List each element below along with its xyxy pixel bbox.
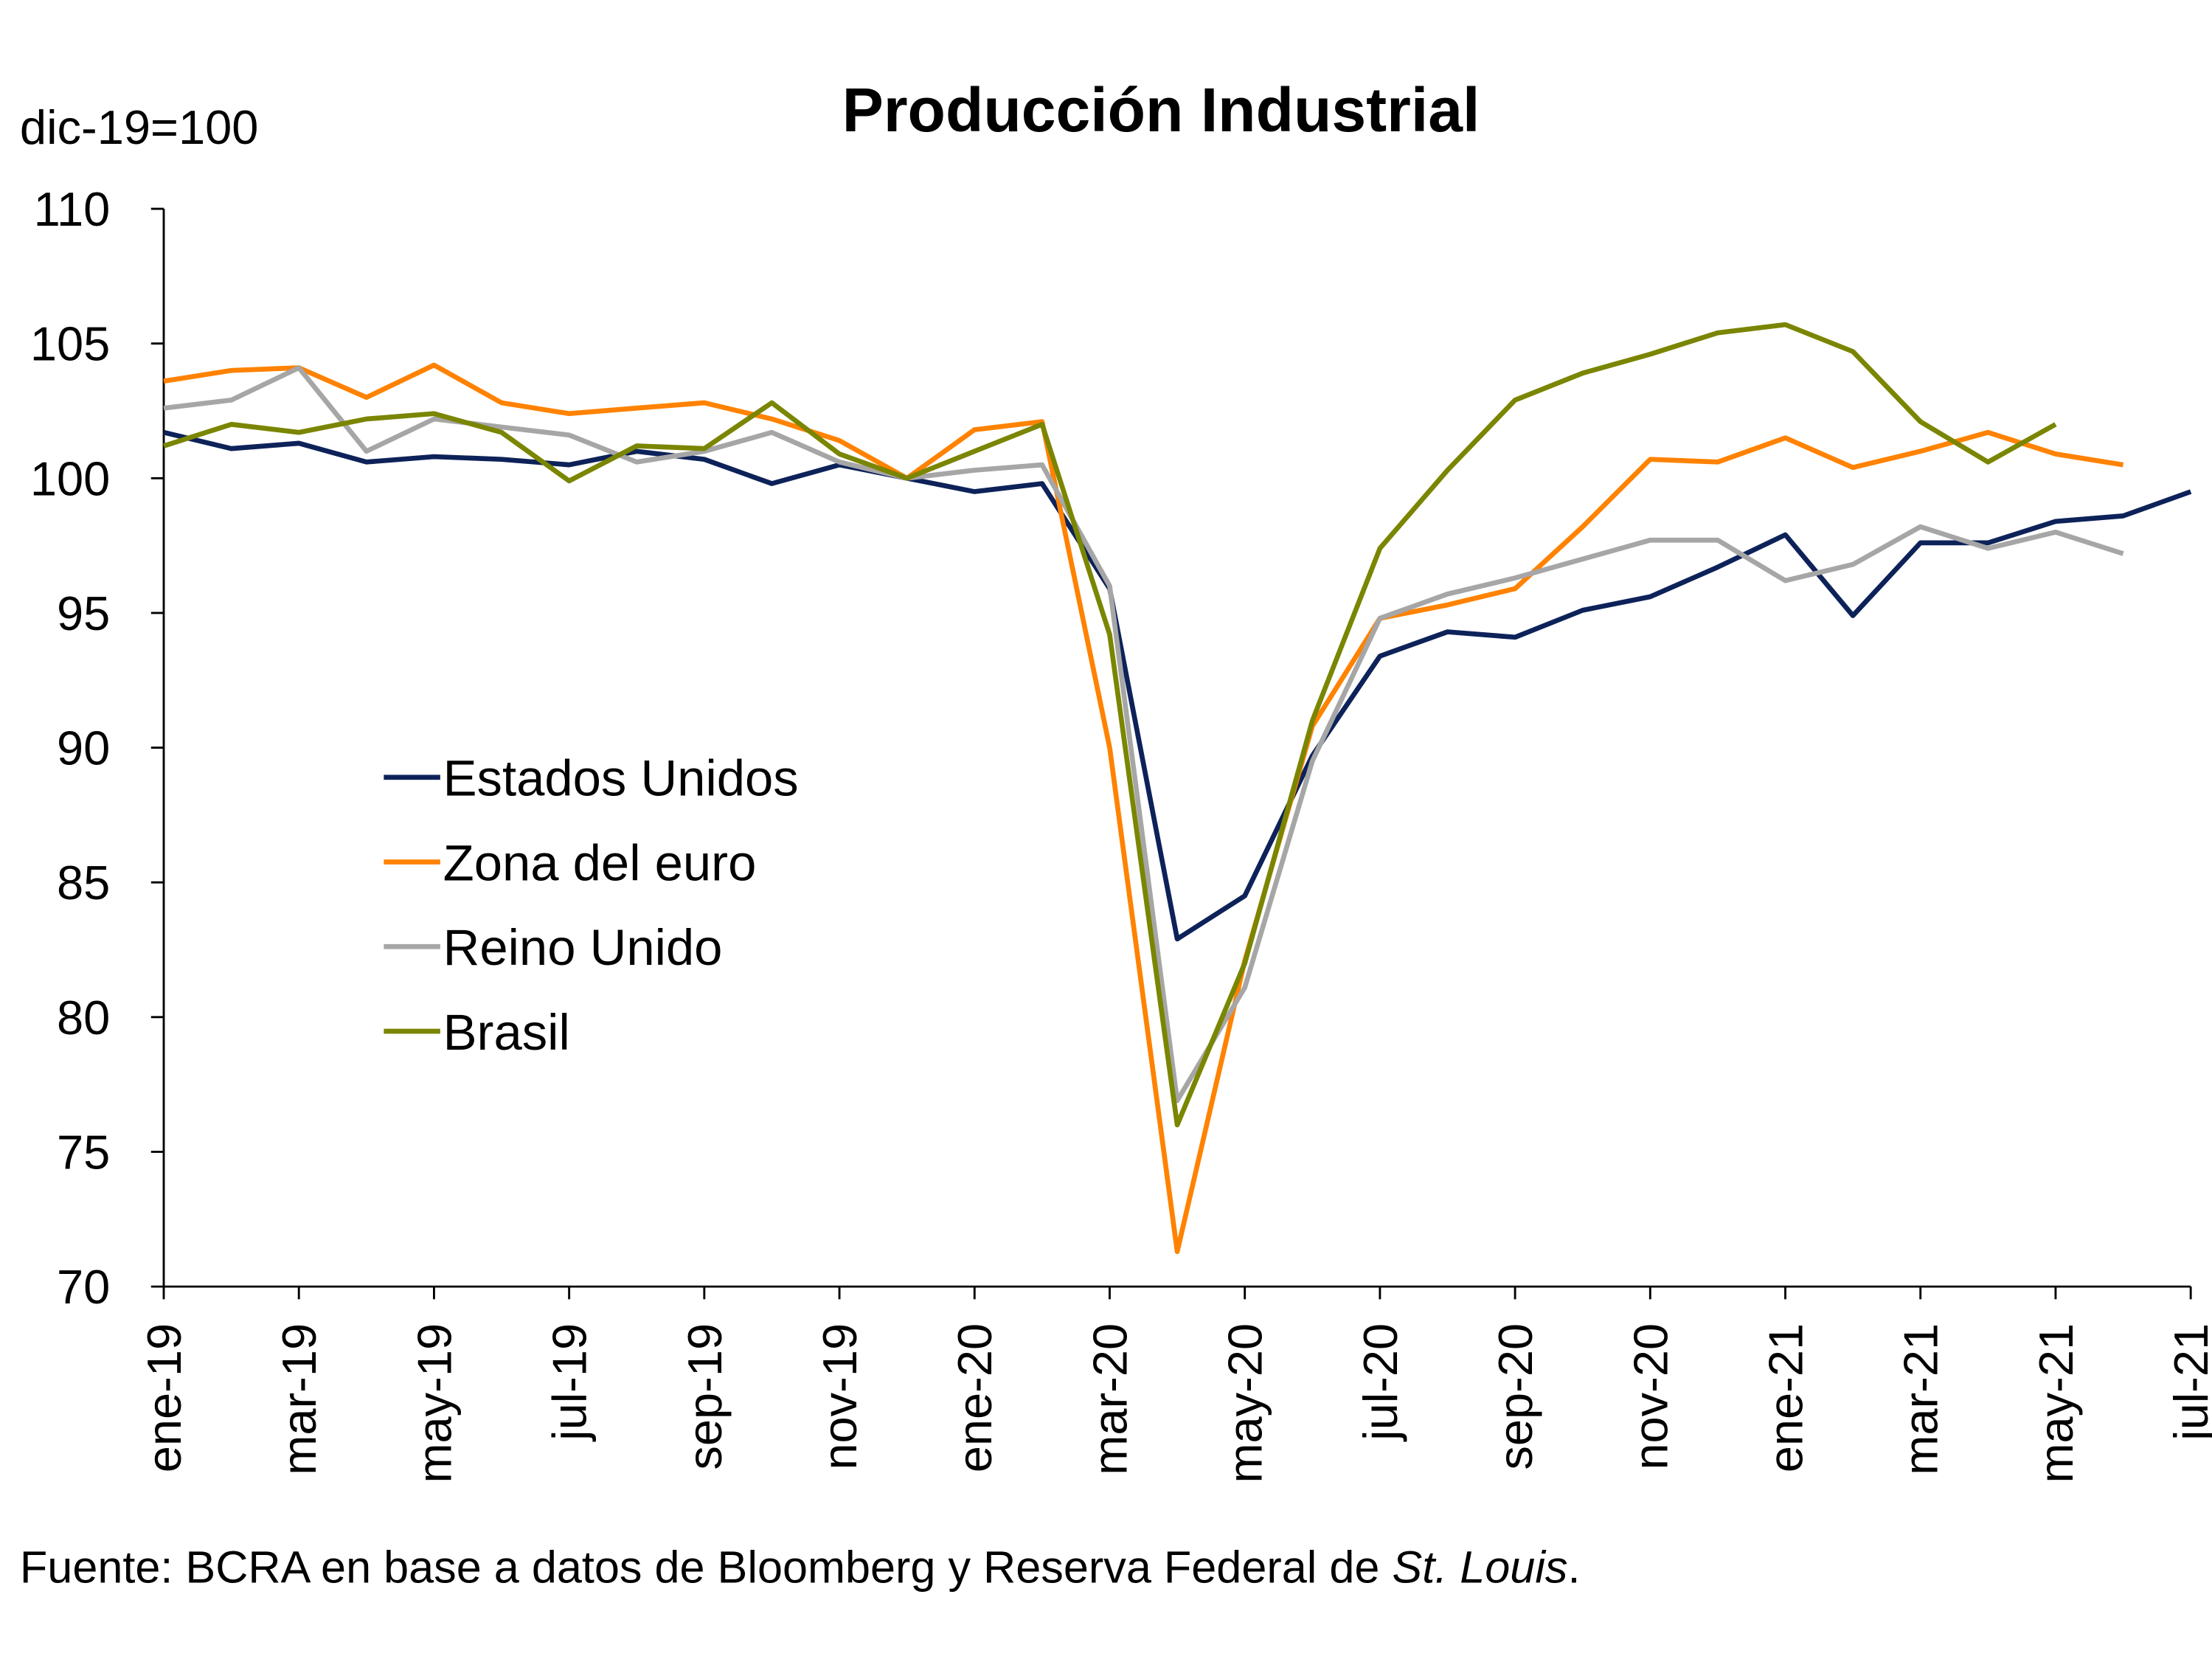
y-axis-label: dic-19=100: [20, 100, 259, 154]
x-tick-label: jul-20: [1353, 1323, 1407, 1442]
source-italic: St. Louis: [1392, 1542, 1567, 1593]
series-lines: [162, 322, 2192, 1255]
x-tick-label: ene-21: [1758, 1323, 1812, 1472]
legend-label: Brasil: [443, 1004, 570, 1061]
y-tick-label: 105: [30, 317, 110, 371]
x-tick-label: jul-21: [2164, 1323, 2212, 1442]
y-tick-label: 90: [57, 721, 110, 775]
source-note: Fuente: BCRA en base a datos de Bloomber…: [20, 1542, 1581, 1593]
x-tick-label: mar-21: [1894, 1323, 1948, 1475]
y-tick-label: 75: [57, 1125, 110, 1179]
source-prefix: Fuente: BCRA en base a datos de Bloomber…: [20, 1542, 1392, 1593]
legend-label: Zona del euro: [443, 834, 757, 891]
x-tick-label: ene-19: [137, 1323, 191, 1472]
y-tick-label: 70: [57, 1260, 110, 1314]
x-tick-label: mar-20: [1083, 1323, 1137, 1475]
legend-label: Estados Unidos: [443, 750, 799, 807]
x-tick-label: jul-19: [543, 1323, 597, 1442]
chart-title: Producción Industrial: [842, 75, 1480, 145]
y-tick-label: 95: [57, 586, 110, 640]
x-tick-label: mar-19: [272, 1323, 326, 1475]
series-line-reino-unido: [163, 365, 2124, 1104]
legend-label: Reino Unido: [443, 919, 723, 976]
axes: 70 75 80 85 90 95 100 105 110 ene-19 mar-19 may-19 j…: [30, 182, 2212, 1483]
y-tick-label: 85: [57, 856, 110, 910]
x-tick-label: nov-19: [813, 1323, 867, 1470]
x-tick-label: sep-19: [678, 1323, 732, 1470]
legend: Estados Unidos Zona del euro Reino Unido Br…: [384, 750, 799, 1061]
y-tick-label: 80: [57, 991, 110, 1045]
x-tick-label: may-19: [407, 1323, 461, 1483]
series-line-brasil: [162, 322, 2057, 1128]
x-tick-label: sep-20: [1488, 1323, 1542, 1470]
x-tick-label: nov-20: [1623, 1323, 1677, 1470]
series-line-estados-unidos: [163, 429, 2192, 942]
x-tick-label: ene-20: [948, 1323, 1002, 1472]
series-line-zona-del-euro: [163, 362, 2124, 1255]
source-suffix: .: [1568, 1542, 1581, 1593]
x-tick-label: may-21: [2029, 1323, 2083, 1483]
y-tick-label: 110: [34, 182, 111, 236]
x-tick-label: may-20: [1218, 1323, 1272, 1483]
y-tick-label: 100: [30, 451, 110, 505]
